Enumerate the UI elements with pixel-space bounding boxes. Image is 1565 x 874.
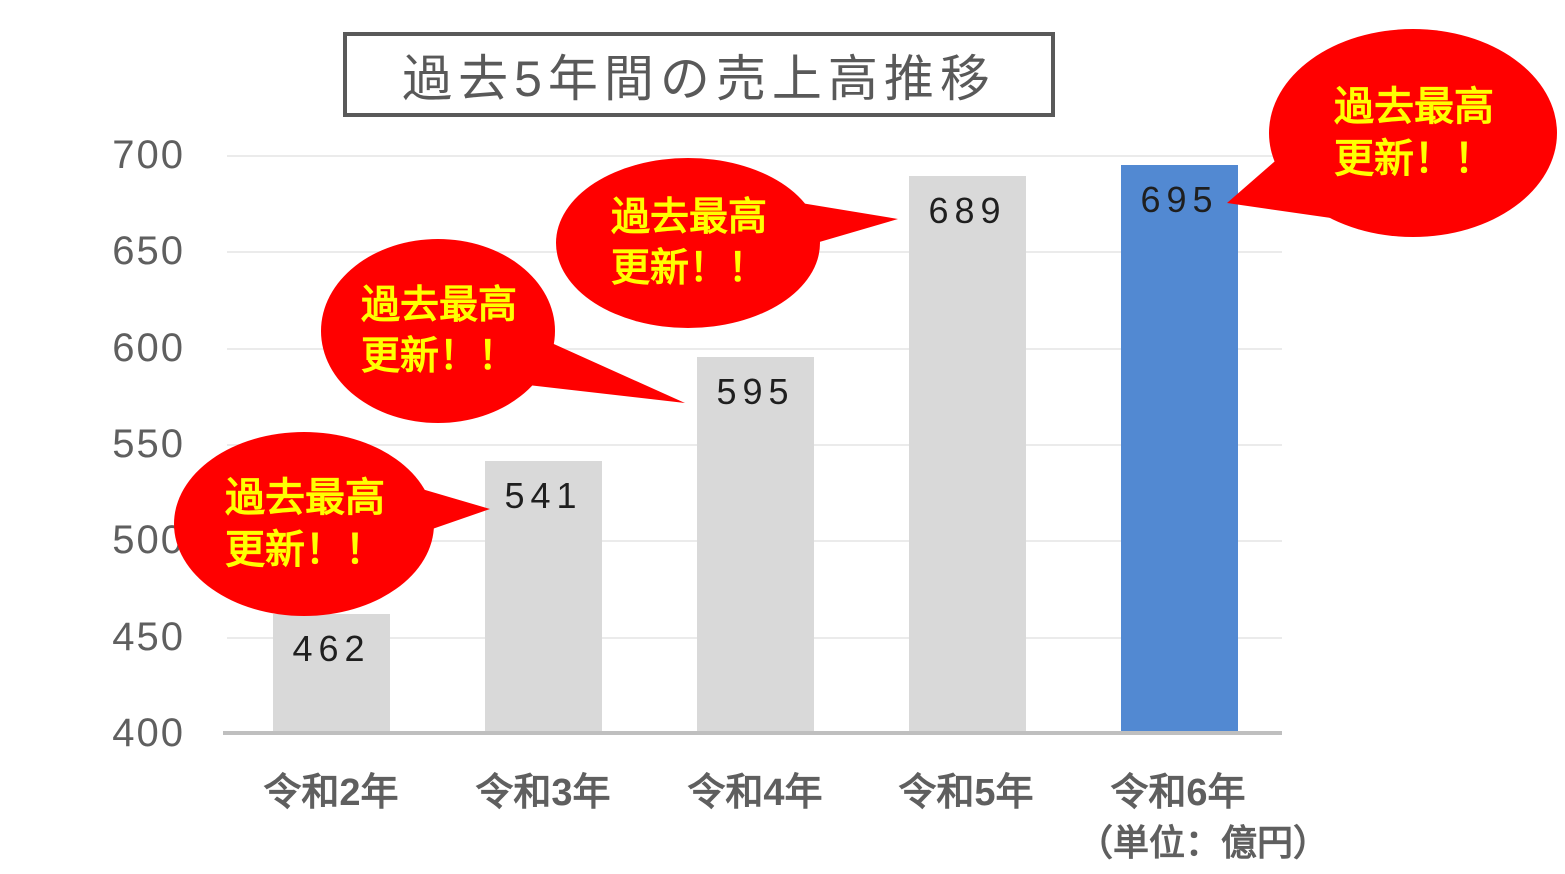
y-axis-tick-650: 650 xyxy=(112,229,185,273)
bar-reiwa-6-highlight: 695 xyxy=(1121,164,1238,733)
y-axis-tick-450: 450 xyxy=(112,615,185,659)
bar-value-label: 695 xyxy=(1140,178,1219,220)
bar-value-label: 462 xyxy=(292,627,371,669)
bar-reiwa-3: 541 xyxy=(485,461,602,733)
unit-label: （単位：億円） xyxy=(1076,822,1329,863)
bar-value-label: 689 xyxy=(928,190,1007,232)
x-axis-label-reiwa-5: 令和5年 xyxy=(898,772,1034,814)
bar-value-label: 541 xyxy=(504,475,583,517)
x-axis-line xyxy=(223,731,1282,735)
chart-title: 過去5年間の売上高推移 xyxy=(402,50,996,107)
gridline-600 xyxy=(227,348,1282,350)
plot-area: 462 541 595 689 695 xyxy=(223,155,1282,735)
y-axis-tick-500: 500 xyxy=(112,518,185,562)
chart-title-box: 過去5年間の売上高推移 xyxy=(343,32,1055,117)
gridline-700 xyxy=(227,155,1282,157)
bar-reiwa-2: 462 xyxy=(273,613,390,733)
y-axis-tick-400: 400 xyxy=(112,711,185,755)
callout-record-high-reiwa6: 過去最高 更新！！ xyxy=(1334,85,1494,181)
y-axis-tick-550: 550 xyxy=(112,422,185,466)
bar-reiwa-4: 595 xyxy=(697,357,814,733)
x-axis-label-reiwa-2: 令和2年 xyxy=(263,772,399,814)
x-axis-label-reiwa-6: 令和6年 xyxy=(1110,772,1246,814)
bar-reiwa-5: 689 xyxy=(909,176,1026,733)
y-axis-tick-600: 600 xyxy=(112,326,185,370)
x-axis-label-reiwa-3: 令和3年 xyxy=(475,772,611,814)
x-axis-label-reiwa-4: 令和4年 xyxy=(687,772,823,814)
bar-value-label: 595 xyxy=(716,371,795,413)
y-axis-tick-700: 700 xyxy=(112,133,185,177)
